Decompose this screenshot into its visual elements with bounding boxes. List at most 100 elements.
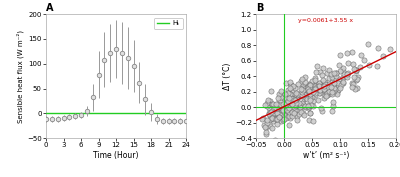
Point bbox=[315, 88, 322, 91]
Point bbox=[340, 82, 346, 85]
Point bbox=[300, 95, 306, 98]
Point bbox=[314, 64, 320, 67]
Point bbox=[287, 116, 293, 119]
Point bbox=[292, 103, 298, 106]
Point bbox=[272, 102, 279, 105]
Point bbox=[353, 69, 360, 72]
Point bbox=[306, 105, 312, 108]
Point bbox=[321, 87, 328, 90]
Point bbox=[344, 76, 350, 79]
Point bbox=[274, 112, 280, 115]
Point bbox=[284, 93, 290, 96]
Point bbox=[309, 90, 316, 93]
Point bbox=[294, 118, 300, 121]
Point bbox=[333, 72, 340, 75]
Point bbox=[272, 115, 279, 118]
Point bbox=[309, 80, 315, 82]
Point bbox=[304, 105, 311, 108]
Point bbox=[272, 139, 278, 141]
Point bbox=[278, 111, 285, 113]
Point bbox=[334, 90, 340, 93]
Point bbox=[290, 100, 297, 103]
Point bbox=[302, 97, 309, 100]
Point bbox=[306, 84, 312, 86]
Point bbox=[292, 87, 299, 89]
Text: A: A bbox=[46, 3, 54, 13]
Point bbox=[300, 87, 306, 90]
Point bbox=[305, 104, 311, 107]
Point bbox=[309, 87, 315, 89]
Point bbox=[353, 79, 360, 81]
Point bbox=[360, 58, 367, 61]
Point bbox=[311, 90, 318, 93]
Point bbox=[270, 117, 276, 120]
Point bbox=[326, 83, 332, 85]
Point bbox=[387, 48, 393, 51]
Point bbox=[336, 64, 342, 66]
X-axis label: w’t’ (m² s⁻¹): w’t’ (m² s⁻¹) bbox=[303, 151, 349, 160]
Point bbox=[280, 104, 286, 107]
Point bbox=[288, 84, 294, 86]
Point bbox=[331, 87, 338, 90]
Point bbox=[301, 93, 308, 96]
Point bbox=[334, 82, 340, 84]
Point bbox=[293, 111, 299, 114]
Point bbox=[337, 87, 344, 90]
Point bbox=[276, 113, 282, 115]
Point bbox=[326, 86, 333, 89]
Point bbox=[294, 94, 301, 97]
Point bbox=[326, 77, 332, 79]
Point bbox=[286, 80, 293, 83]
Point bbox=[294, 98, 300, 100]
Point bbox=[284, 113, 290, 116]
Point bbox=[349, 82, 356, 85]
Point bbox=[356, 66, 363, 69]
Text: y=0.0061+3.55 x: y=0.0061+3.55 x bbox=[298, 18, 353, 23]
Point bbox=[280, 113, 287, 116]
Point bbox=[300, 88, 306, 91]
Point bbox=[276, 114, 282, 117]
Point bbox=[358, 54, 365, 57]
Point bbox=[282, 93, 288, 96]
Point bbox=[293, 99, 299, 102]
Point bbox=[314, 85, 321, 88]
Point bbox=[283, 97, 289, 100]
Point bbox=[286, 93, 293, 96]
Point bbox=[289, 100, 295, 102]
Point bbox=[284, 89, 291, 92]
Point bbox=[335, 81, 341, 84]
Point bbox=[306, 118, 312, 121]
Point bbox=[278, 90, 285, 92]
Point bbox=[294, 106, 300, 109]
Point bbox=[306, 83, 312, 86]
Point bbox=[266, 107, 272, 109]
Point bbox=[299, 90, 305, 93]
Point bbox=[280, 107, 286, 110]
Point bbox=[326, 85, 333, 88]
Point bbox=[296, 102, 302, 104]
Point bbox=[297, 103, 304, 106]
Point bbox=[329, 76, 335, 79]
Point bbox=[264, 122, 270, 125]
Point bbox=[318, 106, 325, 109]
Point bbox=[310, 84, 316, 87]
Point bbox=[280, 109, 286, 112]
Point bbox=[294, 104, 301, 106]
Point bbox=[341, 73, 348, 76]
Point bbox=[331, 90, 338, 93]
Point bbox=[275, 115, 282, 118]
Point bbox=[306, 112, 313, 115]
Point bbox=[326, 86, 332, 89]
Point bbox=[304, 104, 310, 107]
Point bbox=[307, 104, 314, 107]
Point bbox=[375, 47, 382, 49]
Point bbox=[291, 106, 298, 109]
Point bbox=[284, 103, 291, 105]
Point bbox=[334, 92, 340, 95]
Point bbox=[354, 78, 360, 80]
Point bbox=[316, 92, 323, 95]
Point bbox=[332, 88, 338, 91]
Point bbox=[374, 64, 380, 67]
Point bbox=[296, 94, 302, 97]
Point bbox=[294, 114, 300, 117]
